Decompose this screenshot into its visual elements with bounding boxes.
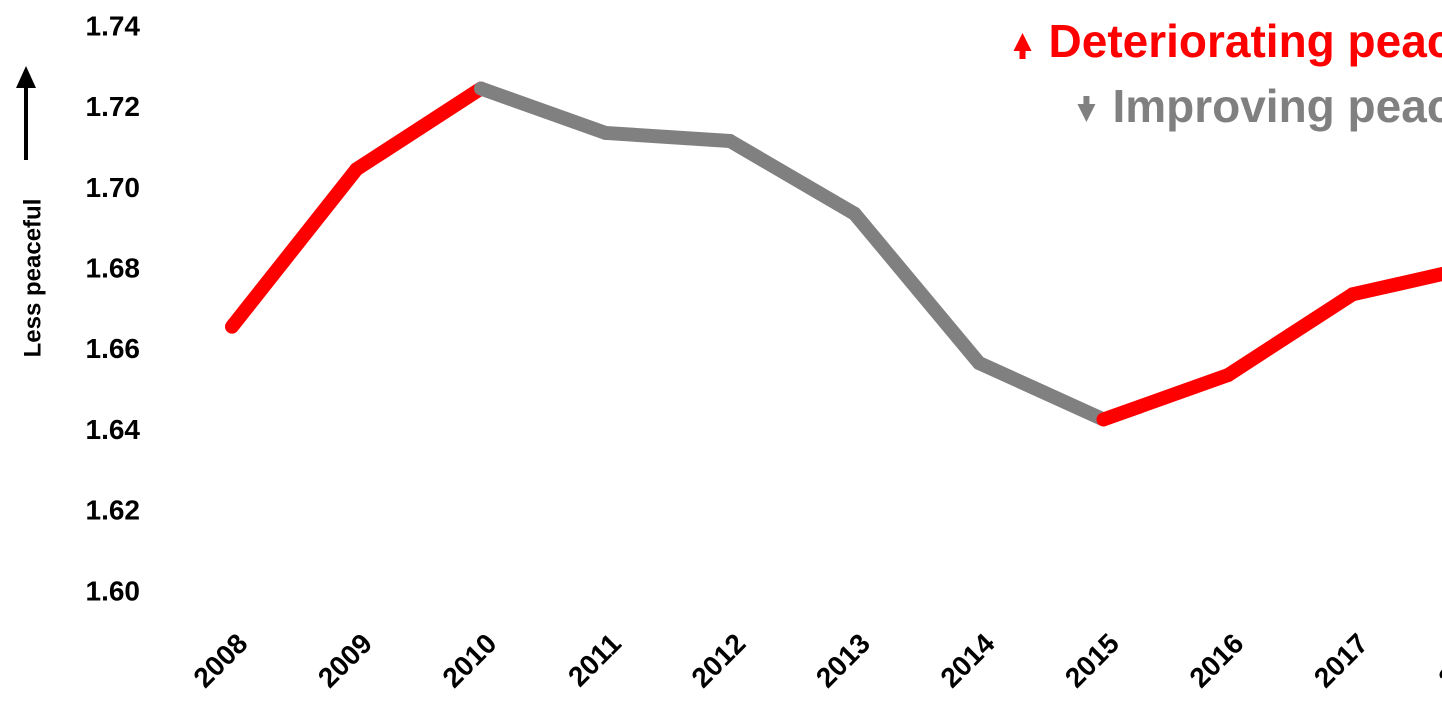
line-segment <box>349 81 488 177</box>
x-tick-label: 2012 <box>685 628 751 694</box>
x-tick-label: 2013 <box>810 628 876 694</box>
y-label-arrow <box>16 66 36 160</box>
line-segment <box>1096 368 1235 427</box>
line-segment <box>1345 266 1442 302</box>
x-tick-label: 2014 <box>934 627 1000 693</box>
y-tick-label: 1.66 <box>86 333 141 364</box>
y-tick-label: 1.72 <box>86 91 141 122</box>
x-tick-label: 2016 <box>1183 628 1249 694</box>
y-tick-label: 1.60 <box>86 575 141 606</box>
line-segment <box>474 81 613 140</box>
legend-marker <box>1013 33 1032 51</box>
x-tick-label: 2015 <box>1059 628 1125 694</box>
x-tick-label: 2011 <box>562 628 627 693</box>
legend-label: Improving peace <box>1112 80 1442 132</box>
x-tick-label: 2009 <box>312 628 378 694</box>
line-segment <box>1221 287 1360 383</box>
legend-marker-stem <box>1083 96 1090 106</box>
line-segment <box>225 162 364 334</box>
y-tick-label: 1.64 <box>86 414 141 445</box>
x-tick-label: 2008 <box>187 628 253 694</box>
y-tick-label: 1.74 <box>86 10 141 41</box>
x-tick-label: 2010 <box>436 628 502 694</box>
line-segment <box>972 355 1111 427</box>
line-segment <box>598 125 737 148</box>
x-tick-label: 2017 <box>1308 628 1374 694</box>
x-tick-label: 2018 <box>1432 628 1442 694</box>
y-tick-label: 1.70 <box>86 172 141 203</box>
y-axis-label: Less peaceful <box>19 199 46 358</box>
legend-label: Deteriorating peace <box>1049 15 1442 67</box>
legend-marker <box>1077 104 1096 122</box>
y-tick-label: 1.62 <box>86 495 141 526</box>
y-tick-label: 1.68 <box>86 253 141 284</box>
line-segment <box>847 206 986 370</box>
line-segment <box>723 134 862 221</box>
legend-marker-stem <box>1019 49 1026 59</box>
